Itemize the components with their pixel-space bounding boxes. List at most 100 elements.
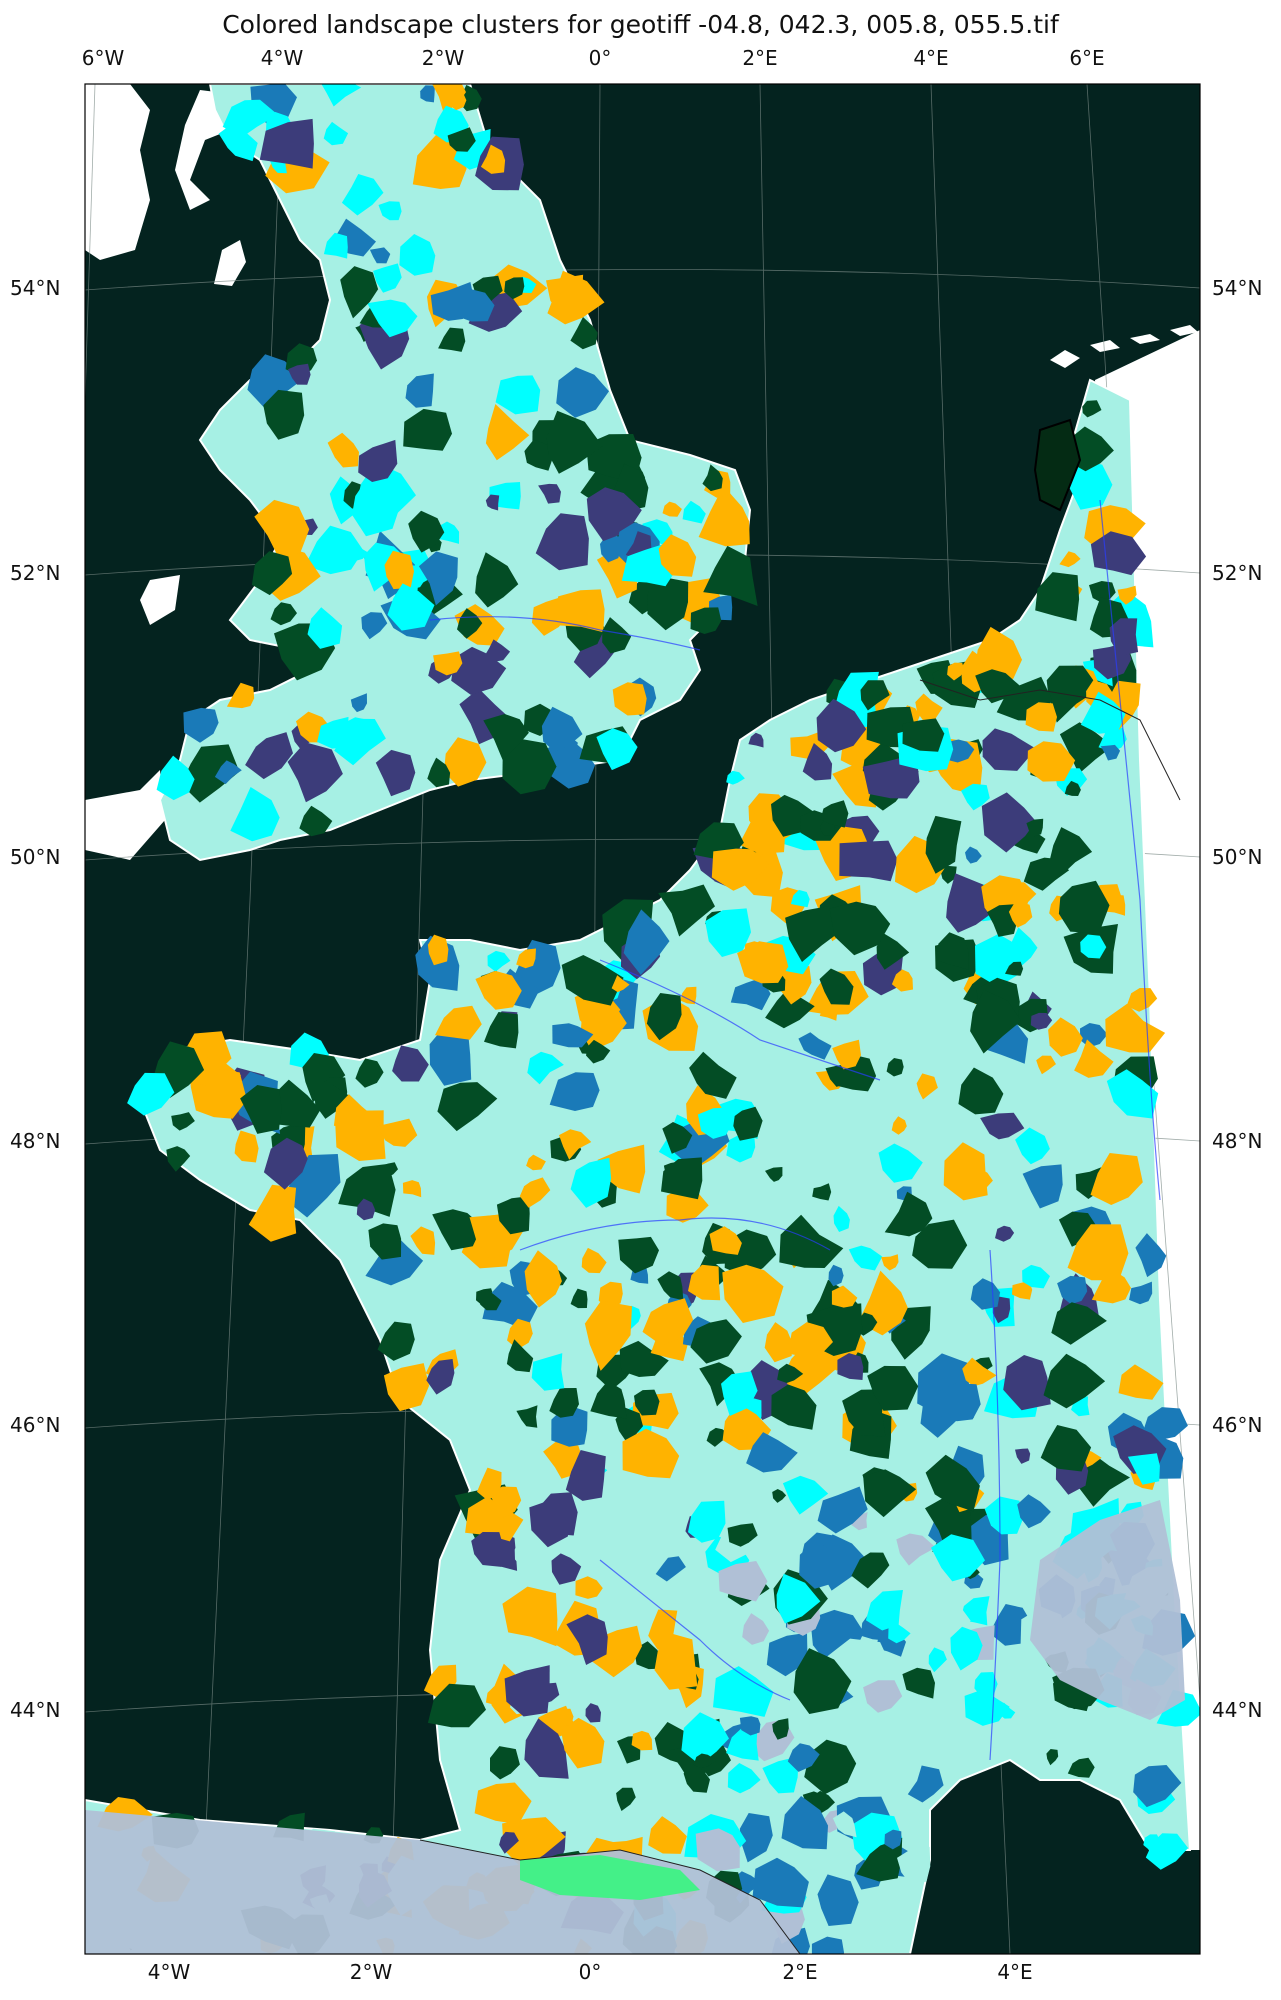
cluster-blob bbox=[333, 1094, 374, 1129]
top-tick-2e: 2°E bbox=[742, 46, 778, 70]
cluster-blob bbox=[832, 1811, 857, 1838]
cluster-blob bbox=[772, 1489, 787, 1503]
cluster-blob bbox=[1106, 1069, 1159, 1119]
cluster-blob bbox=[183, 707, 219, 743]
cluster-blob bbox=[902, 718, 945, 752]
top-tick-6e: 6°E bbox=[1069, 46, 1105, 70]
cluster-blob bbox=[779, 1214, 844, 1268]
pyrenees-band bbox=[85, 1810, 800, 1954]
river-loire bbox=[519, 1217, 831, 1251]
cluster-blob bbox=[384, 550, 414, 590]
cluster-blob bbox=[377, 1321, 415, 1361]
cluster-blob bbox=[658, 534, 697, 577]
cluster-blob bbox=[695, 1828, 740, 1872]
river-thames bbox=[429, 616, 701, 651]
cluster-blob bbox=[1067, 1224, 1129, 1281]
cluster-blob bbox=[449, 91, 467, 111]
cluster-blob bbox=[526, 1154, 546, 1171]
cluster-blob bbox=[1064, 780, 1081, 796]
cluster-blob bbox=[323, 121, 349, 146]
cluster-blob bbox=[299, 805, 333, 837]
cluster-blob bbox=[947, 662, 965, 681]
cluster-blob bbox=[828, 1264, 844, 1287]
cluster-blob bbox=[742, 1613, 770, 1645]
cluster-blob bbox=[405, 373, 434, 408]
cluster-blob bbox=[340, 266, 379, 319]
cluster-blob bbox=[214, 760, 242, 785]
cluster-blob bbox=[647, 577, 689, 631]
cluster-blob bbox=[772, 1718, 789, 1740]
cluster-blob bbox=[867, 1365, 919, 1411]
left-tick-52n: 52°N bbox=[10, 561, 61, 585]
top-tick-2w: 2°W bbox=[421, 46, 465, 70]
cluster-blob bbox=[383, 1363, 430, 1412]
cluster-blob bbox=[612, 682, 647, 716]
left-tick-54n: 54°N bbox=[10, 276, 61, 300]
cluster-blob bbox=[690, 1319, 742, 1364]
cluster-blob bbox=[427, 757, 451, 788]
cluster-blob bbox=[928, 1647, 947, 1673]
cluster-blob bbox=[851, 1552, 890, 1589]
cluster-blob bbox=[234, 1130, 259, 1163]
cluster-blob bbox=[426, 1359, 455, 1395]
map-frame bbox=[84, 83, 1201, 1955]
cluster-blob bbox=[1008, 900, 1033, 928]
cluster-blob bbox=[1109, 618, 1139, 657]
cluster-blob bbox=[375, 749, 416, 797]
cluster-blob bbox=[860, 680, 890, 711]
river-seine bbox=[599, 959, 881, 1081]
cluster-blob bbox=[166, 1146, 191, 1172]
cluster-blob bbox=[836, 1054, 877, 1092]
cluster-blob bbox=[418, 551, 458, 606]
cluster-blob bbox=[702, 464, 723, 492]
cluster-blob bbox=[762, 1756, 799, 1794]
cluster-blob bbox=[876, 933, 910, 970]
cluster-blob bbox=[245, 732, 293, 780]
cluster-blob bbox=[403, 408, 452, 451]
cluster-blob bbox=[634, 1389, 660, 1416]
cluster-blob bbox=[437, 1082, 498, 1132]
bottom-tick-4e: 4°E bbox=[997, 1960, 1033, 1984]
cluster-blob bbox=[713, 1666, 774, 1717]
cluster-blob bbox=[661, 1157, 703, 1200]
cluster-blob bbox=[263, 1137, 308, 1190]
cluster-blob bbox=[622, 1428, 680, 1479]
frisian-islands bbox=[1050, 325, 1198, 368]
cluster-blob bbox=[435, 1005, 482, 1040]
border-nl-be bbox=[919, 679, 1101, 701]
rivers bbox=[429, 499, 1161, 1761]
cluster-blob bbox=[485, 494, 500, 511]
cluster-blob bbox=[787, 1743, 820, 1772]
cluster-blob bbox=[657, 1271, 684, 1301]
cluster-blob bbox=[502, 1586, 558, 1647]
cluster-blob bbox=[181, 744, 240, 803]
cluster-blob bbox=[752, 1857, 809, 1908]
cluster-blob bbox=[171, 1112, 195, 1131]
cluster-blob bbox=[429, 1026, 472, 1086]
cluster-blob bbox=[524, 1250, 562, 1308]
cluster-blob bbox=[631, 1730, 653, 1751]
cluster-blob bbox=[711, 848, 770, 891]
cluster-blob bbox=[1129, 1281, 1153, 1305]
isle-of-man bbox=[214, 240, 246, 286]
cluster-blob bbox=[682, 500, 706, 524]
cluster-blob bbox=[1058, 880, 1110, 934]
cluster-blob bbox=[819, 968, 854, 1005]
wales-west-patch bbox=[140, 575, 180, 625]
cluster-blob bbox=[789, 1850, 808, 1867]
cluster-blob bbox=[408, 510, 445, 553]
ijsselmeer-polder bbox=[1033, 418, 1082, 512]
cluster-blob bbox=[561, 955, 624, 1006]
cluster-blob bbox=[226, 682, 255, 709]
cluster-blob bbox=[1091, 1269, 1131, 1304]
cluster-blob bbox=[936, 1383, 981, 1422]
cluster-blob bbox=[1026, 818, 1044, 837]
cluster-blob bbox=[891, 1116, 907, 1135]
cluster-blob bbox=[432, 84, 466, 114]
cluster-blob bbox=[884, 1829, 902, 1850]
top-tick-4e: 4°E bbox=[913, 46, 949, 70]
cluster-blob bbox=[935, 932, 969, 970]
cluster-blob bbox=[1005, 961, 1024, 976]
cluster-blob bbox=[516, 1405, 538, 1428]
